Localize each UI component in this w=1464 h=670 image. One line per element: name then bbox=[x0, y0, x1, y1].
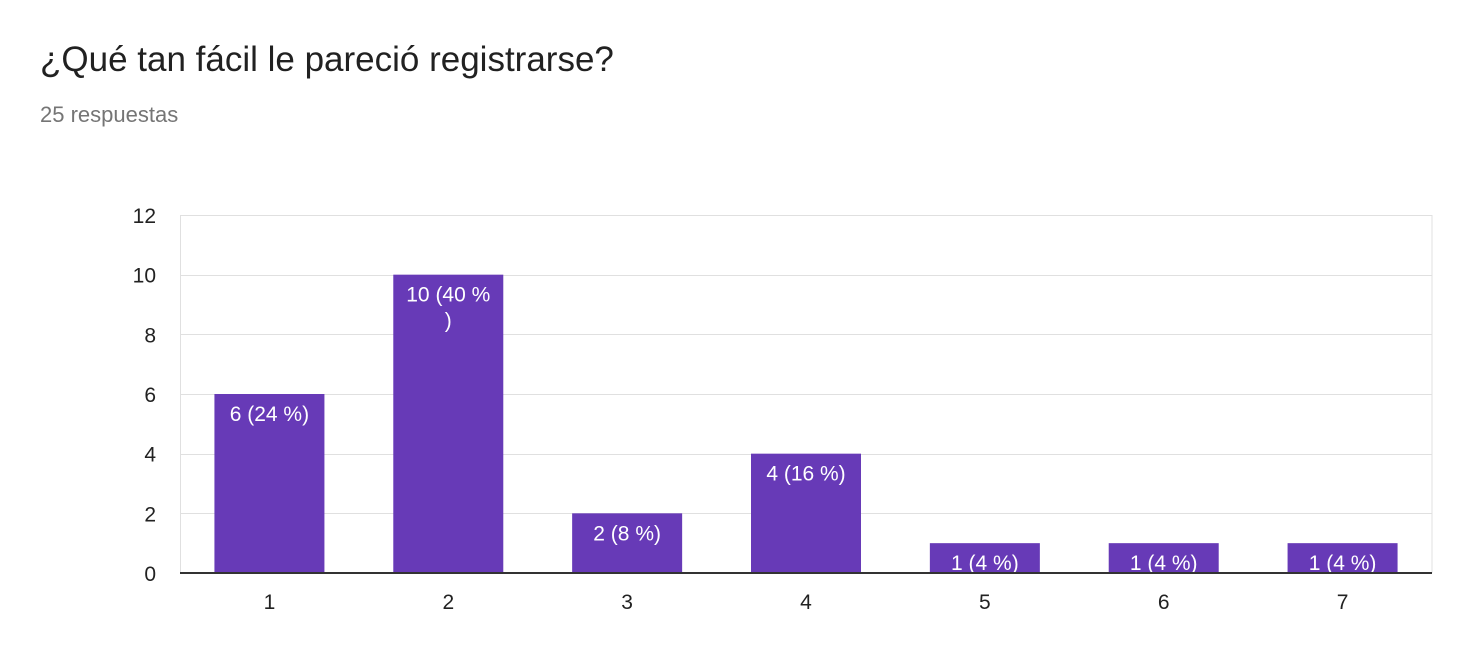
response-count: 25 respuestas bbox=[40, 102, 179, 127]
x-tick-label: 1 bbox=[264, 591, 276, 614]
x-tick-label: 7 bbox=[1337, 591, 1349, 614]
data-label: 2 (8 %) bbox=[593, 522, 661, 545]
x-tick-label: 3 bbox=[621, 591, 633, 614]
data-label: 10 (40 % bbox=[406, 284, 490, 307]
y-tick-label: 0 bbox=[144, 563, 156, 586]
x-tick-label: 4 bbox=[800, 591, 812, 614]
y-tick-label: 10 bbox=[133, 265, 156, 288]
x-tick-label: 2 bbox=[442, 591, 454, 614]
y-tick-label: 4 bbox=[144, 444, 156, 467]
x-tick-label: 5 bbox=[979, 591, 991, 614]
chart-title: ¿Qué tan fácil le pareció registrarse? bbox=[40, 40, 614, 79]
data-label: ) bbox=[445, 310, 452, 333]
data-label: 1 (4 %) bbox=[951, 552, 1019, 575]
y-tick-label: 12 bbox=[133, 205, 156, 228]
y-tick-label: 6 bbox=[144, 384, 156, 407]
data-label: 1 (4 %) bbox=[1130, 552, 1198, 575]
y-tick-label: 8 bbox=[144, 324, 156, 347]
bar bbox=[214, 394, 325, 573]
bar-labels: 6 (24 %) 10 (40 %) 2 (8 %) 4 (16 %) 1 (4 %) 1… bbox=[230, 284, 1377, 576]
bar bbox=[751, 453, 861, 573]
x-tick-label: 6 bbox=[1158, 591, 1170, 614]
bars bbox=[214, 274, 1398, 573]
data-label: 6 (24 %) bbox=[230, 403, 309, 426]
bar bbox=[393, 274, 504, 573]
data-label: 4 (16 %) bbox=[766, 463, 845, 486]
bar bbox=[1287, 543, 1398, 573]
bar bbox=[1108, 543, 1219, 573]
y-tick-label: 2 bbox=[144, 503, 156, 526]
bar bbox=[929, 543, 1040, 573]
bar bbox=[572, 513, 683, 573]
data-label: 1 (4 %) bbox=[1309, 552, 1377, 575]
